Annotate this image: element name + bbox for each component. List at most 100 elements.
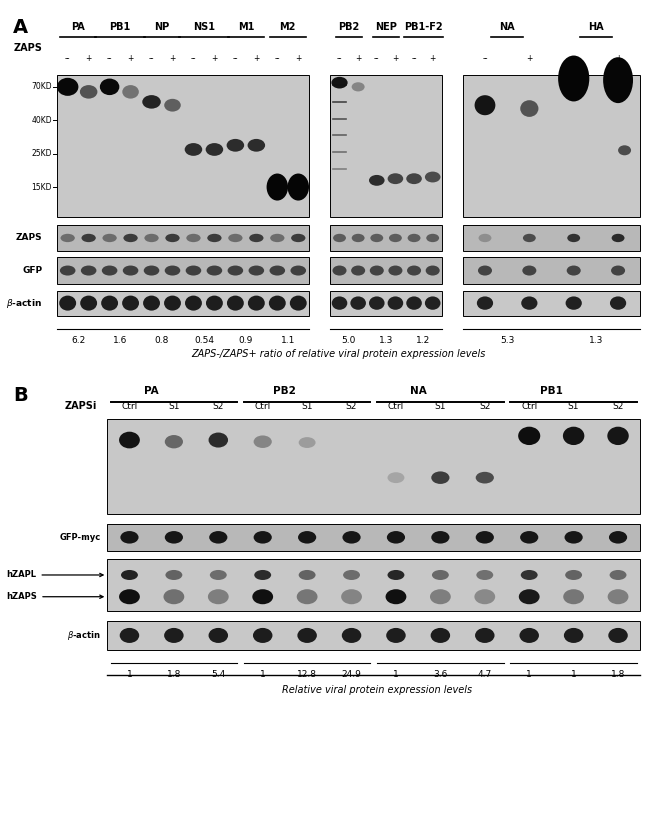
Ellipse shape [478,234,491,242]
Text: HA: HA [588,22,604,32]
Text: 1: 1 [260,670,266,679]
Text: PB1: PB1 [109,22,131,32]
Text: A: A [13,18,28,38]
Text: NS1: NS1 [193,22,215,32]
Text: hZAPL: hZAPL [6,570,103,579]
Ellipse shape [164,590,185,605]
Ellipse shape [60,266,75,276]
Text: +: + [392,54,398,63]
Text: 4.7: 4.7 [478,670,492,679]
Ellipse shape [343,570,360,580]
Text: B: B [13,386,28,405]
Text: --: -- [149,54,154,63]
Bar [57,257,309,284]
Text: 0.8: 0.8 [155,336,169,345]
Ellipse shape [248,139,265,152]
Ellipse shape [425,172,441,183]
Ellipse shape [519,628,539,643]
Bar [57,291,309,316]
Bar [330,257,442,284]
Text: GFP: GFP [22,266,42,275]
Ellipse shape [387,570,404,580]
Text: +: + [526,54,532,63]
Ellipse shape [296,590,317,605]
Ellipse shape [518,427,540,445]
Ellipse shape [248,266,264,276]
Ellipse shape [164,296,181,311]
Text: NP: NP [155,22,170,32]
Ellipse shape [386,628,406,643]
Ellipse shape [186,266,202,276]
Ellipse shape [369,175,385,186]
Ellipse shape [432,570,448,580]
Text: 6.2: 6.2 [71,336,85,345]
Ellipse shape [476,472,494,483]
Text: NA: NA [410,386,426,396]
Ellipse shape [523,234,536,242]
Ellipse shape [144,266,159,276]
Ellipse shape [248,296,265,311]
Ellipse shape [120,531,138,544]
Ellipse shape [123,266,138,276]
Text: PA: PA [144,386,159,396]
Bar [57,75,309,217]
Ellipse shape [521,296,538,310]
Ellipse shape [165,234,179,242]
Bar [57,225,309,250]
Ellipse shape [352,83,365,92]
Text: 1.6: 1.6 [113,336,127,345]
Ellipse shape [185,296,202,311]
Ellipse shape [119,590,140,605]
Text: PA: PA [72,22,85,32]
Ellipse shape [164,99,181,112]
Ellipse shape [607,427,629,445]
Bar [107,559,640,611]
Text: --: -- [107,54,112,63]
Ellipse shape [475,628,495,643]
Ellipse shape [122,85,139,99]
Ellipse shape [474,95,495,115]
Text: 1.3: 1.3 [589,336,603,345]
Text: S2: S2 [479,402,491,411]
Text: S1: S1 [568,402,579,411]
Text: Ctrl: Ctrl [388,402,404,411]
Text: S1: S1 [302,402,313,411]
Ellipse shape [351,266,365,276]
Text: 5.4: 5.4 [211,670,226,679]
Text: 1: 1 [127,670,133,679]
Ellipse shape [144,234,159,242]
Ellipse shape [476,570,493,580]
Text: 40KD: 40KD [31,116,52,124]
Text: +: + [355,54,361,63]
Ellipse shape [252,590,273,605]
Ellipse shape [564,628,584,643]
Ellipse shape [567,234,580,242]
Ellipse shape [370,266,384,276]
Bar [107,524,640,551]
Ellipse shape [227,266,243,276]
Ellipse shape [603,57,633,103]
Ellipse shape [80,85,98,99]
Text: --: -- [274,54,280,63]
Text: --: -- [233,54,238,63]
Bar [463,75,640,217]
Bar [107,524,640,551]
Ellipse shape [342,628,361,643]
Ellipse shape [407,266,421,276]
Text: --: -- [65,54,70,63]
Ellipse shape [426,266,439,276]
Text: 5.0: 5.0 [342,336,356,345]
Ellipse shape [432,472,450,484]
Text: GFP-myc: GFP-myc [60,533,101,542]
Text: S1: S1 [168,402,179,411]
Ellipse shape [425,296,441,310]
Ellipse shape [609,531,627,544]
Ellipse shape [299,570,316,580]
Ellipse shape [333,266,346,276]
Ellipse shape [165,531,183,544]
Text: --: -- [482,54,488,63]
Text: Relative viral protein expression levels: Relative viral protein expression levels [282,685,472,695]
Ellipse shape [57,78,79,96]
Text: +: + [295,54,302,63]
Text: 1.3: 1.3 [379,336,393,345]
